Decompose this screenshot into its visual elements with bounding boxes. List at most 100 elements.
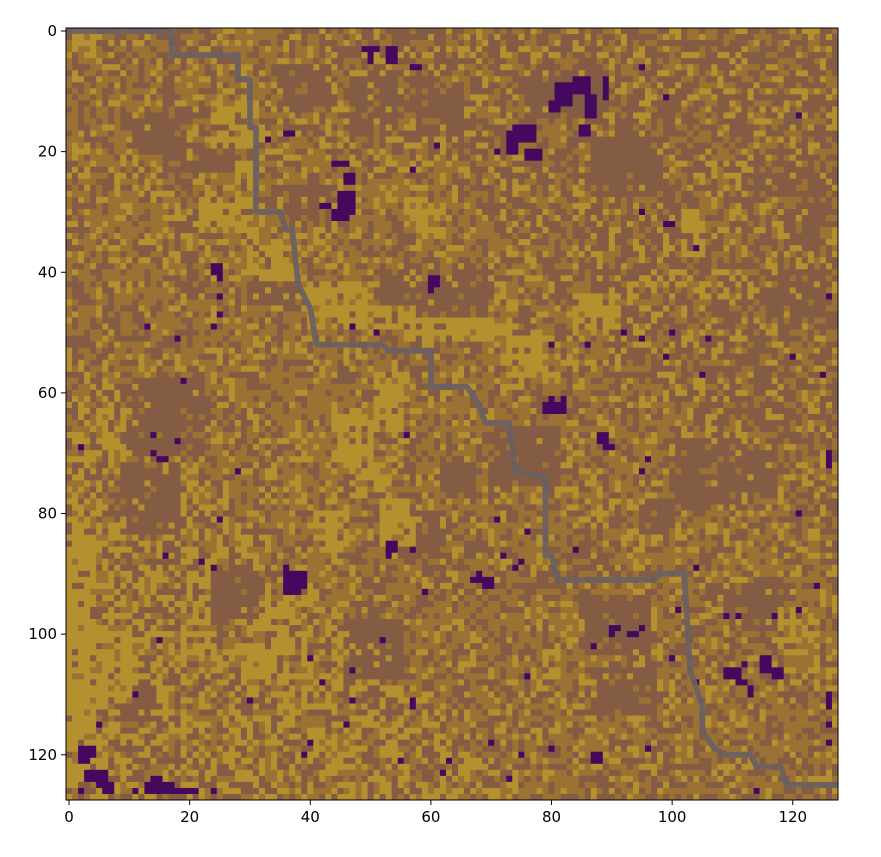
cell-light	[289, 154, 296, 162]
cell-dark	[90, 76, 97, 83]
cell-mid	[464, 245, 471, 252]
cell-dark	[651, 154, 658, 162]
cell-dark	[180, 118, 187, 125]
cell-mid	[84, 239, 91, 246]
cell-mid	[216, 251, 224, 258]
cell-dark	[331, 58, 338, 65]
cell-mid	[84, 112, 91, 119]
cell-dark	[361, 118, 368, 125]
cell-dark	[620, 190, 628, 198]
cell-mid	[795, 34, 803, 41]
cell-mid	[645, 28, 652, 35]
cell-dark	[222, 251, 230, 258]
cell-light	[343, 106, 350, 113]
cell-dark	[102, 184, 109, 192]
cell-light	[614, 88, 622, 95]
cell-dark	[675, 184, 682, 192]
cell-dark	[669, 148, 676, 156]
cell-dark	[590, 58, 598, 65]
cell-light	[84, 221, 91, 228]
cell-mid	[777, 245, 785, 252]
cell-mid	[470, 251, 477, 258]
cell-dark	[626, 130, 634, 137]
cell-light	[518, 239, 525, 246]
cell-dark	[663, 148, 670, 156]
cell-dark	[657, 76, 664, 83]
cell-dark	[391, 124, 399, 131]
cell-dark	[747, 34, 754, 41]
cell-light	[518, 166, 525, 174]
cell-mid	[361, 221, 368, 228]
cell-mid	[210, 64, 218, 71]
cell-dark	[265, 166, 272, 174]
cell-dark	[620, 136, 628, 143]
cell-mid	[216, 28, 224, 35]
cell-mid	[355, 221, 362, 228]
cell-dark	[349, 82, 356, 89]
cell-dark	[705, 166, 712, 174]
cell-mid	[657, 34, 664, 41]
cell-light	[801, 70, 809, 77]
cell-mid	[506, 118, 513, 125]
cell-light	[234, 178, 242, 186]
cell-mid	[277, 221, 284, 228]
cell-mid	[144, 221, 151, 228]
cell-light	[379, 166, 387, 174]
cell-mid	[150, 82, 157, 89]
cell-dark	[397, 94, 405, 101]
cell-mid	[259, 227, 266, 234]
cell-dark	[717, 28, 724, 35]
cell-light	[638, 112, 646, 119]
cell-mid	[96, 64, 103, 71]
cell-mid	[632, 76, 640, 83]
cell-mid	[102, 214, 109, 222]
cell-dark	[506, 257, 513, 264]
cell-dark	[675, 233, 682, 240]
cell-light	[524, 221, 531, 228]
cell-dark	[548, 88, 555, 95]
cell-dark	[669, 239, 676, 246]
cell-dark	[819, 100, 827, 107]
cell-light	[198, 227, 206, 234]
cell-mid	[114, 106, 121, 113]
cell-mid	[156, 70, 163, 77]
cell-mid	[506, 58, 513, 65]
cell-light	[277, 130, 284, 137]
cell-dark	[494, 82, 501, 89]
cell-dark	[614, 118, 622, 125]
cell-dark	[78, 214, 85, 222]
cell-dark	[458, 94, 465, 101]
cell-dark	[783, 52, 791, 59]
cell-dark	[180, 160, 187, 168]
cell-mid	[337, 40, 344, 47]
cell-light	[271, 227, 278, 234]
cell-dark	[458, 154, 465, 162]
cell-dark	[669, 208, 676, 216]
cell-mid	[277, 124, 284, 131]
cell-dark	[174, 118, 181, 125]
cell-dark	[747, 184, 754, 192]
cell-mid	[711, 208, 718, 216]
cell-light	[313, 239, 320, 246]
cell-dark	[590, 64, 598, 71]
cell-mid	[825, 52, 833, 59]
cell-light	[277, 202, 284, 210]
cell-mid	[494, 233, 501, 240]
cell-mid	[771, 184, 779, 192]
cell-mid	[518, 214, 525, 222]
cell-dark	[801, 76, 809, 83]
cell-light	[138, 239, 145, 246]
cell-dark	[518, 257, 525, 264]
cell-light	[741, 28, 748, 35]
cell-light	[783, 106, 791, 113]
cell-dark	[126, 40, 133, 47]
cell-mid	[84, 245, 91, 252]
cell-dark	[415, 178, 423, 186]
cell-light	[759, 106, 766, 113]
cell-mid	[90, 214, 97, 222]
cell-dark	[373, 106, 380, 113]
cell-mid	[470, 64, 477, 71]
cell-dark	[126, 142, 133, 149]
cell-dark	[711, 178, 718, 186]
cell-dark	[180, 166, 187, 174]
